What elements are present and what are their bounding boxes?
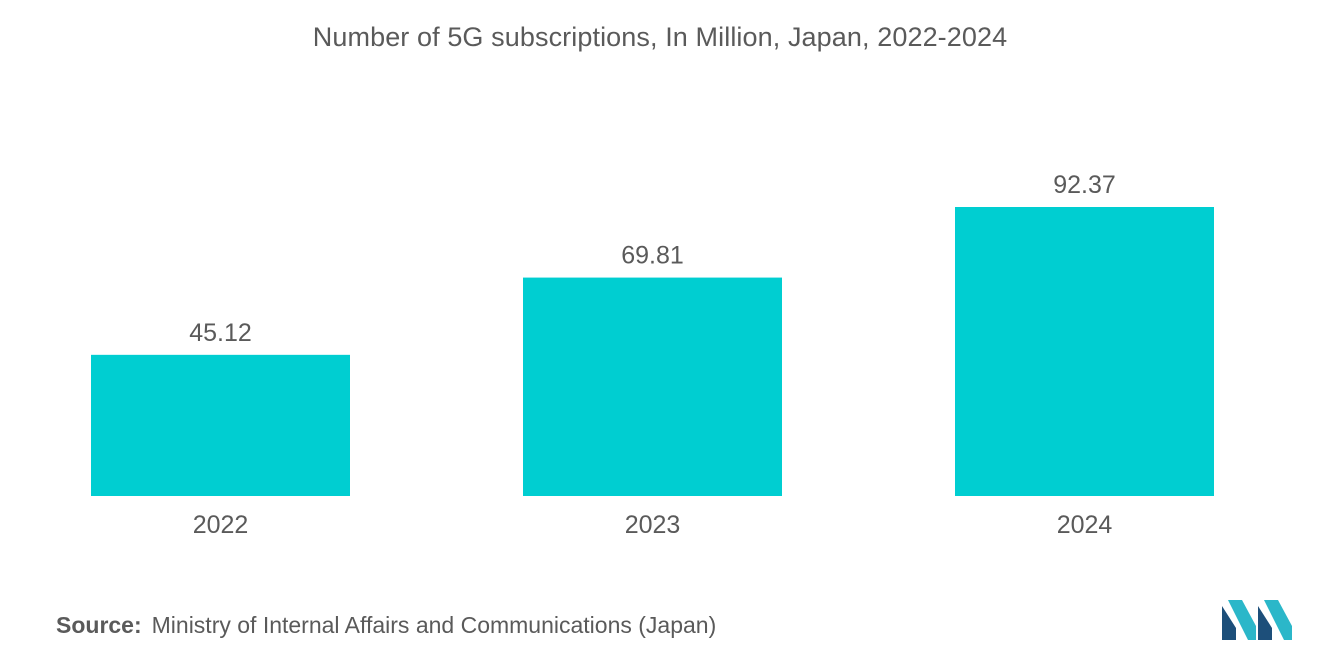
bar-chart: 45.12 69.81 92.37 2022 2023 2024 (91, 171, 1214, 539)
source-text: Ministry of Internal Affairs and Communi… (151, 612, 717, 638)
bar-2022 (91, 354, 350, 496)
mordor-intelligence-logo-icon (1222, 600, 1292, 640)
chart-title: Number of 5G subscriptions, In Million, … (312, 22, 1008, 52)
value-label-2022: 45.12 (189, 319, 252, 347)
x-tick-label-2024: 2024 (1057, 511, 1113, 539)
source-label: Source: (56, 612, 142, 638)
x-tick-labels-layer: 2022 2023 2024 (193, 511, 1113, 539)
value-label-2023: 69.81 (621, 242, 684, 270)
bar-2024 (955, 207, 1214, 496)
x-tick-label-2023: 2023 (625, 511, 681, 539)
bar-2023 (523, 277, 782, 496)
source-note: Source: Ministry of Internal Affairs and … (56, 612, 716, 639)
value-labels-layer: 45.12 69.81 92.37 (189, 171, 1116, 347)
value-label-2024: 92.37 (1053, 171, 1116, 199)
x-tick-label-2022: 2022 (193, 511, 249, 539)
bars-layer (91, 207, 1214, 496)
